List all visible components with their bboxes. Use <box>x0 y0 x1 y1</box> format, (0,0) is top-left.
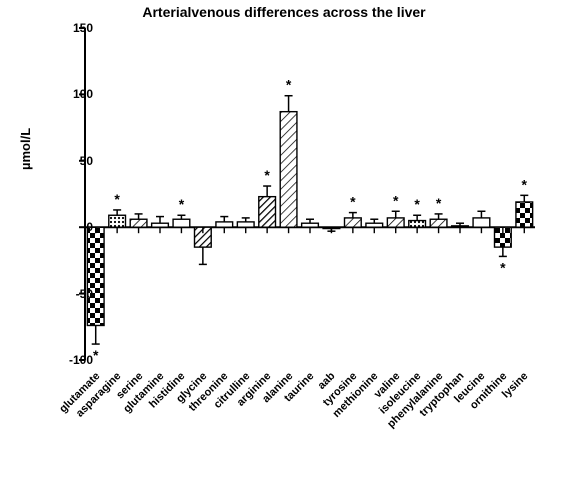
significance-star: * <box>93 347 99 363</box>
plot-area: * * * * * * * * * * * <box>85 28 535 360</box>
significance-star: * <box>500 259 506 275</box>
y-tick-label: 50 <box>80 154 93 168</box>
bar <box>87 227 104 325</box>
bar <box>237 222 254 227</box>
bar <box>430 219 447 227</box>
y-axis-label: µmol/L <box>18 128 33 170</box>
y-tick-label: -50 <box>76 287 93 301</box>
y-tick-label: -100 <box>69 353 93 367</box>
significance-star: * <box>114 191 120 207</box>
bar <box>452 226 469 227</box>
bar <box>516 202 533 227</box>
chart-container: Arterialvenous differences across the li… <box>0 0 568 503</box>
significance-star: * <box>436 195 442 211</box>
bar <box>259 197 276 228</box>
bar <box>387 218 404 227</box>
bar <box>280 112 297 228</box>
bar <box>345 218 362 227</box>
bar <box>302 223 319 227</box>
x-axis-labels: glutamateasparagineserineglutaminehistid… <box>85 370 535 500</box>
chart-title: Arterialvenous differences across the li… <box>0 4 568 20</box>
significance-star: * <box>350 194 356 210</box>
significance-star: * <box>393 192 399 208</box>
bar <box>409 221 426 228</box>
bar <box>473 218 490 227</box>
bar <box>366 223 383 227</box>
y-tick-label: 100 <box>73 87 93 101</box>
significance-star: * <box>264 167 270 183</box>
bar <box>130 219 147 227</box>
significance-star: * <box>522 176 528 192</box>
y-tick-label: 0 <box>86 220 93 234</box>
bar <box>109 215 126 227</box>
bar <box>173 219 190 227</box>
significance-star: * <box>179 196 185 212</box>
significance-star: * <box>414 196 420 212</box>
bar <box>216 222 233 227</box>
bar <box>152 223 169 227</box>
significance-star: * <box>286 77 292 93</box>
chart-svg: * * * * * * * * * * * <box>85 28 535 360</box>
y-tick-label: 150 <box>73 21 93 35</box>
